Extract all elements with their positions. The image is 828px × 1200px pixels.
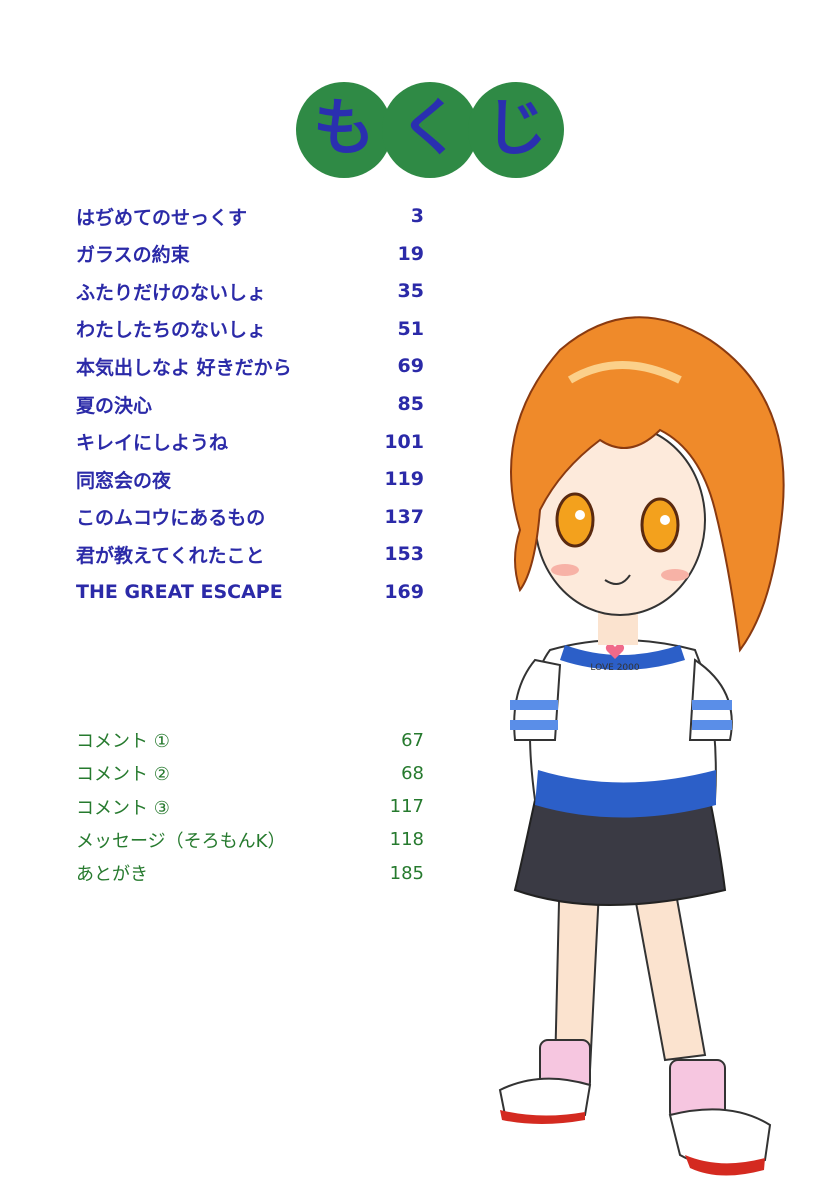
entry-title: 夏の決心 — [76, 394, 153, 417]
entry-page: 118 — [389, 829, 424, 851]
character-illustration: LOVE 2000 — [498, 316, 785, 1176]
toc-entry[interactable]: ガラスの約束 19 — [76, 239, 424, 269]
toc-entry[interactable]: 夏の決心 85 — [76, 389, 424, 419]
entry-title: コメント ③ — [76, 797, 170, 819]
entry-title: コメント ① — [76, 731, 170, 752]
entry-title: あとがき — [76, 864, 148, 886]
toc-entry[interactable]: わたしたちのないしょ 51 — [76, 314, 424, 344]
shirt-print: LOVE 2000 — [590, 663, 640, 673]
entry-title: 同窓会の夜 — [76, 469, 172, 492]
toc-entry[interactable]: キレイにしようね 101 — [76, 427, 424, 457]
entry-page: 101 — [384, 430, 424, 453]
entry-page: 137 — [384, 505, 424, 528]
entry-page: 185 — [389, 862, 424, 884]
entry-title: メッセージ（そろもんK） — [76, 830, 286, 852]
toc-entry[interactable]: THE GREAT ESCAPE 169 — [76, 577, 424, 607]
entry-page: 35 — [397, 280, 424, 303]
title-circle: じ — [468, 82, 564, 178]
entry-page: 169 — [384, 581, 424, 603]
entry-page: 119 — [384, 468, 424, 491]
toc-entry[interactable]: このムコウにあるもの 137 — [76, 502, 424, 532]
entry-page: 51 — [397, 317, 424, 340]
toc-entry[interactable]: 本気出しなよ 好きだから 69 — [76, 351, 424, 381]
entry-page: 85 — [397, 393, 424, 415]
toc-entry[interactable]: コメント ② 68 — [76, 758, 424, 788]
entry-title: はぢめてのせっくす — [76, 206, 248, 229]
entry-page: 3 — [410, 205, 424, 227]
entry-title: コメント ② — [76, 764, 170, 786]
toc-entry[interactable]: メッセージ（そろもんK） 118 — [76, 825, 424, 855]
page-title: も く じ — [296, 82, 576, 180]
entry-title: ガラスの約束 — [76, 244, 190, 267]
entry-title: わたしたちのないしょ — [76, 319, 267, 342]
entry-title: ふたりだけのないしょ — [76, 281, 267, 304]
toc-entry[interactable]: コメント ③ 117 — [76, 792, 424, 822]
entry-page: 117 — [389, 796, 424, 818]
entry-page: 67 — [401, 729, 424, 751]
entry-title: 本気出しなよ 好きだから — [76, 356, 292, 379]
entry-title: THE GREAT ESCAPE — [76, 581, 283, 603]
title-circle: も — [296, 82, 392, 178]
entry-title: このムコウにあるもの — [76, 507, 266, 530]
toc-entry[interactable]: ふたりだけのないしょ 35 — [76, 276, 424, 306]
entry-page: 68 — [401, 762, 424, 784]
entry-title: キレイにしようね — [76, 432, 229, 455]
entry-title: 君が教えてくれたこと — [76, 544, 265, 567]
toc-entry[interactable]: はぢめてのせっくす 3 — [76, 201, 424, 231]
entry-page: 19 — [397, 242, 424, 265]
toc-entry[interactable]: あとがき 185 — [76, 858, 424, 888]
title-circle: く — [382, 82, 478, 178]
entry-page: 69 — [397, 355, 424, 378]
entry-page: 153 — [384, 543, 424, 566]
toc-entry[interactable]: コメント ① 67 — [76, 725, 424, 755]
toc-entry[interactable]: 君が教えてくれたこと 153 — [76, 539, 424, 569]
toc-entry[interactable]: 同窓会の夜 119 — [76, 464, 424, 494]
